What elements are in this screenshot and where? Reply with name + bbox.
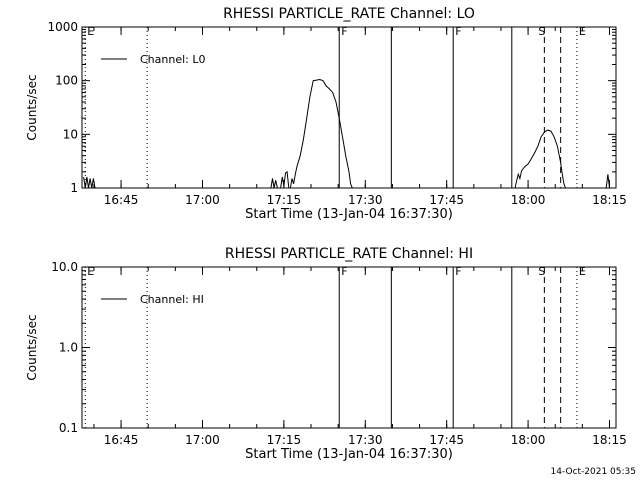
x-tick-label: 18:15 (592, 433, 627, 447)
x-tick-label: 17:30 (348, 433, 383, 447)
legend-label: Channel: HI (140, 293, 204, 306)
series-line-0 (83, 78, 610, 188)
event-markers (84, 267, 578, 428)
event-marker-label: E (87, 265, 94, 278)
event-marker-label: F (455, 25, 461, 38)
event-marker-label: E (579, 25, 586, 38)
y-tick-label: 100 (55, 74, 78, 88)
event-marker-label: E (87, 25, 94, 38)
plot-frame (81, 26, 617, 189)
x-tick-label: 17:00 (185, 193, 220, 207)
event-marker-label: S (538, 265, 545, 278)
chart-title: RHESSI PARTICLE_RATE Channel: LO (223, 6, 475, 22)
x-tick-label: 18:15 (592, 193, 627, 207)
chart-title: RHESSI PARTICLE_RATE Channel: HI (225, 246, 473, 262)
x-tick-label: 17:15 (267, 433, 302, 447)
event-markers (84, 27, 578, 188)
y-axis-label: Counts/sec (25, 314, 39, 380)
timestamp: 14-Oct-2021 05:35 (551, 467, 636, 477)
hi-channel-plot: RHESSI PARTICLE_RATE Channel: HI E F F S E 16:… (25, 246, 627, 462)
event-marker-label: S (538, 25, 545, 38)
event-marker-label: E (579, 265, 586, 278)
x-tick-label: 16:45 (104, 433, 139, 447)
x-tick-label: 17:45 (429, 433, 464, 447)
y-tick-label: 0.1 (59, 421, 78, 435)
y-axis-label: Counts/sec (25, 74, 39, 140)
plot-frame (81, 266, 617, 429)
x-tick-label: 17:30 (348, 193, 383, 207)
y-tick-label: 1 (70, 181, 78, 195)
x-tick-label: 17:00 (185, 433, 220, 447)
y-tick-label: 10.0 (51, 260, 78, 274)
y-tick-label: 10 (63, 127, 78, 141)
event-marker-label: F (341, 25, 347, 38)
legend-label: Channel: L0 (140, 53, 206, 66)
x-tick-label: 18:00 (511, 433, 546, 447)
y-tick-label: 1.0 (59, 341, 78, 355)
x-tick-label: 17:15 (267, 193, 302, 207)
x-tick-label: 17:45 (429, 193, 464, 207)
x-tick-label: 16:45 (104, 193, 139, 207)
x-tick-label: 18:00 (511, 193, 546, 207)
event-marker-label: F (341, 265, 347, 278)
y-tick-label: 1000 (47, 20, 78, 34)
lo-channel-plot: RHESSI PARTICLE_RATE Channel: LO E F F S E 16:… (25, 6, 627, 222)
event-marker-label: F (455, 265, 461, 278)
x-axis-label: Start Time (13-Jan-04 16:37:30) (245, 447, 453, 462)
x-axis-label: Start Time (13-Jan-04 16:37:30) (245, 207, 453, 222)
